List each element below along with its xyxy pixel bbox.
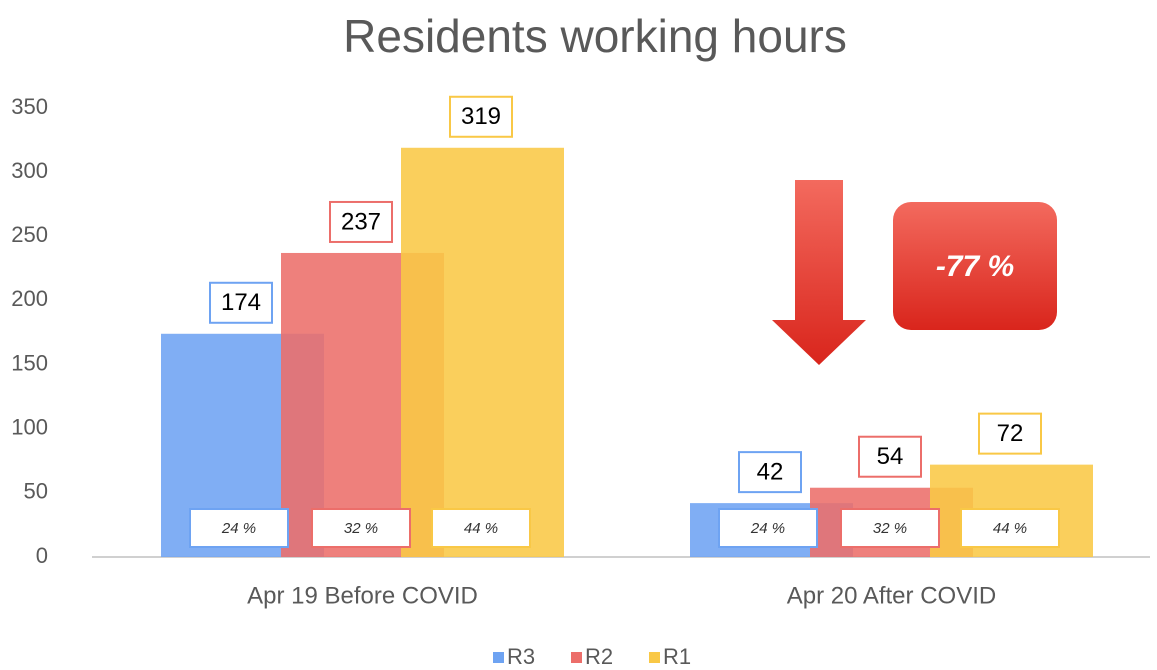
data-label: 42: [757, 458, 784, 485]
data-label: 237: [341, 208, 381, 235]
share-label: 44 %: [464, 520, 498, 537]
share-label: 32 %: [344, 520, 378, 537]
y-tick-label: 250: [11, 222, 48, 247]
annotation: -77 %: [936, 250, 1014, 283]
share-label: 24 %: [221, 520, 256, 537]
annotation-box: [893, 202, 1057, 330]
data-label-box: [858, 435, 922, 478]
x-tick-label: Apr 20 After COVID: [787, 582, 996, 609]
share-box: [311, 508, 411, 548]
legend-swatch: [571, 652, 582, 663]
y-tick-label: 100: [11, 415, 48, 440]
y-tick-label: 50: [24, 479, 48, 504]
y-tick-label: 200: [11, 286, 48, 311]
data-label-box: [329, 200, 393, 243]
legend-swatch: [493, 652, 504, 663]
legend-label: R1: [663, 644, 691, 669]
down-arrow: [772, 180, 866, 365]
chart-title: Residents working hours: [343, 10, 847, 62]
data-label-box: [449, 95, 513, 138]
share-box: [189, 508, 289, 548]
data-label: 174: [221, 289, 261, 316]
data-label-box: [738, 451, 802, 494]
data-label-box: [209, 281, 273, 324]
share-label: 44 %: [993, 520, 1027, 537]
data-label-box: [978, 412, 1042, 455]
y-tick-label: 350: [11, 94, 48, 119]
y-tick-label: 150: [11, 350, 48, 375]
legend-label: R3: [507, 644, 535, 669]
bar: [401, 147, 564, 558]
legend-label: R2: [585, 644, 613, 669]
data-label: 72: [997, 420, 1024, 447]
share-label: 32 %: [873, 520, 907, 537]
y-tick-label: 300: [11, 158, 48, 183]
data-label: 54: [877, 443, 904, 470]
legend-swatch: [649, 652, 660, 663]
y-tick-label: 0: [36, 543, 48, 568]
share-label: 24 %: [750, 520, 785, 537]
share-box: [960, 508, 1060, 548]
x-tick-label: Apr 19 Before COVID: [247, 582, 478, 609]
data-label: 319: [461, 103, 501, 130]
share-box: [431, 508, 531, 548]
share-box: [840, 508, 940, 548]
share-box: [718, 508, 818, 548]
